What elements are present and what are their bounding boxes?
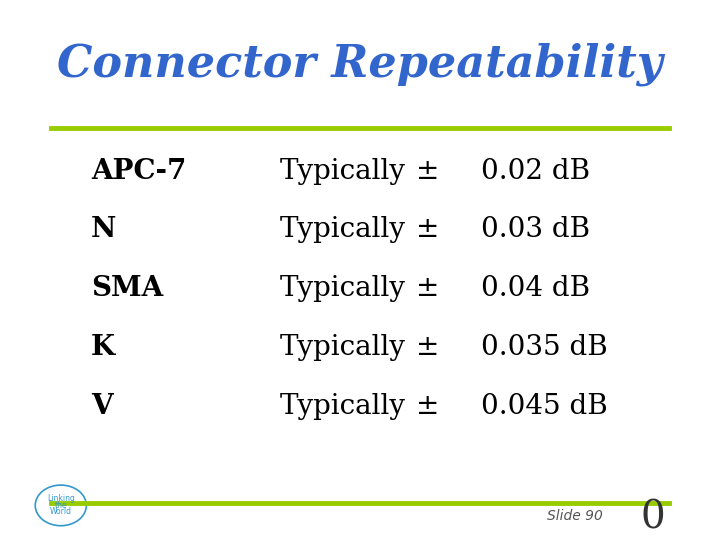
Text: Linking: Linking	[47, 495, 75, 503]
Text: V: V	[91, 393, 112, 420]
Text: 0: 0	[640, 499, 665, 536]
Text: ±: ±	[415, 217, 439, 244]
Text: ±: ±	[415, 393, 439, 420]
Text: the: the	[55, 501, 67, 510]
Text: ±: ±	[415, 334, 439, 361]
Text: 0.03 dB: 0.03 dB	[481, 217, 590, 244]
Text: Typically: Typically	[279, 334, 405, 361]
Text: N: N	[91, 217, 117, 244]
Text: APC-7: APC-7	[91, 158, 186, 185]
Text: Slide 90: Slide 90	[547, 509, 603, 523]
Text: 0.035 dB: 0.035 dB	[481, 334, 608, 361]
Text: Typically: Typically	[279, 393, 405, 420]
Text: Typically: Typically	[279, 275, 405, 302]
Text: 0.045 dB: 0.045 dB	[481, 393, 608, 420]
Text: Connector Repeatability: Connector Repeatability	[57, 43, 663, 86]
Text: K: K	[91, 334, 115, 361]
Text: SMA: SMA	[91, 275, 163, 302]
Text: Typically: Typically	[279, 158, 405, 185]
Text: Typically: Typically	[279, 217, 405, 244]
Text: ±: ±	[415, 158, 439, 185]
Text: 0.02 dB: 0.02 dB	[481, 158, 590, 185]
Text: World: World	[50, 507, 72, 516]
Text: 0.04 dB: 0.04 dB	[481, 275, 590, 302]
Text: ±: ±	[415, 275, 439, 302]
